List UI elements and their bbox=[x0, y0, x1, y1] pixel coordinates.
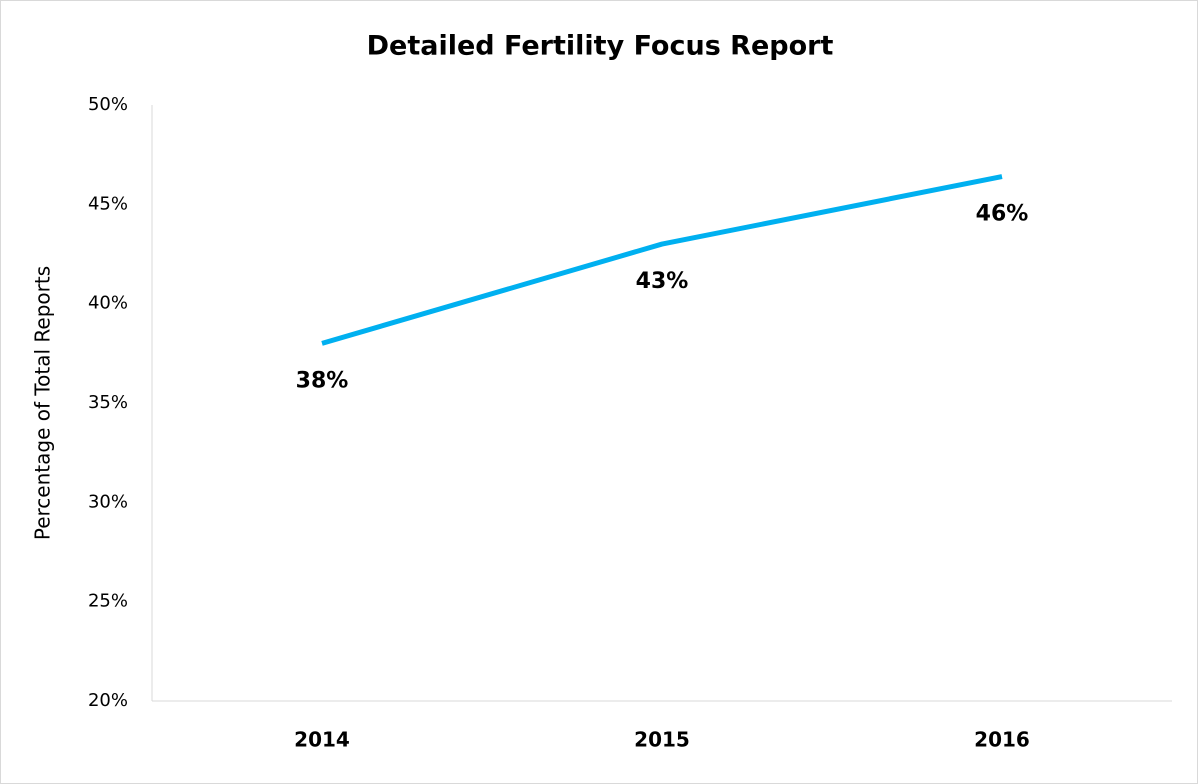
y-tick-label: 35% bbox=[88, 392, 128, 413]
y-tick-label: 45% bbox=[88, 193, 128, 214]
y-tick-label: 25% bbox=[88, 591, 128, 612]
data-label: 46% bbox=[976, 202, 1029, 227]
y-axis-label: Percentage of Total Reports bbox=[31, 266, 55, 540]
data-label: 38% bbox=[296, 368, 349, 393]
x-tick-label: 2014 bbox=[294, 728, 350, 752]
data-label: 43% bbox=[636, 269, 689, 294]
chart-title: Detailed Fertility Focus Report bbox=[367, 31, 834, 62]
y-tick-label: 40% bbox=[88, 293, 128, 314]
y-tick-label: 50% bbox=[88, 94, 128, 115]
x-tick-label: 2015 bbox=[634, 728, 690, 752]
y-tick-label: 20% bbox=[88, 690, 128, 711]
y-tick-label: 30% bbox=[88, 491, 128, 512]
line bbox=[321, 174, 1003, 346]
x-tick-label: 2016 bbox=[974, 728, 1030, 752]
